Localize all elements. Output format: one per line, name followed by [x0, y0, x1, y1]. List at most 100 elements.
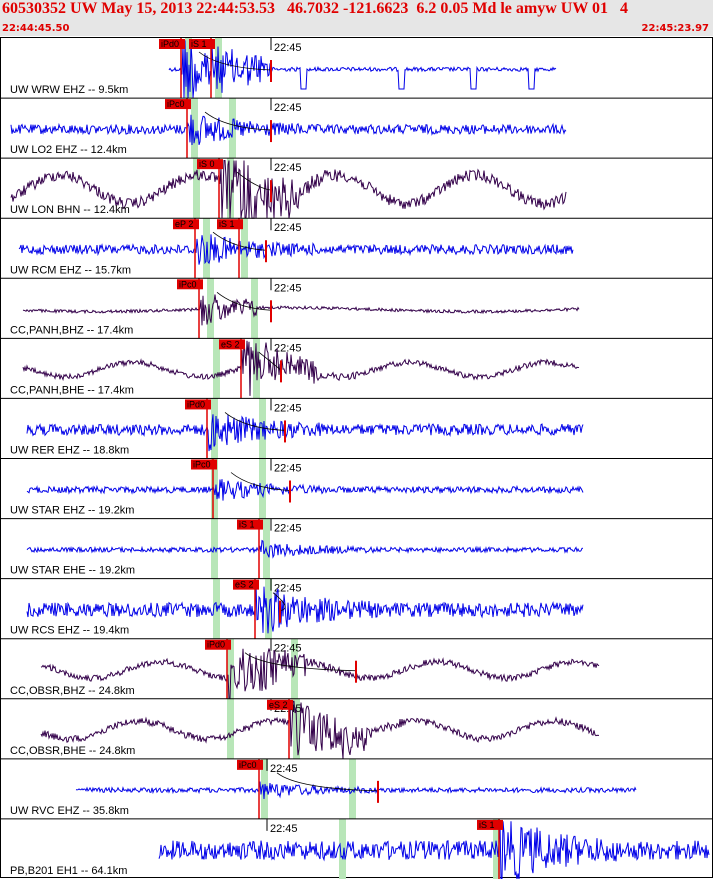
waveform-trace	[168, 40, 557, 99]
station-label: UW LO2 EHZ -- 12.4km	[10, 144, 127, 156]
phase-pick-label: iPd0	[207, 640, 225, 650]
travel-time-curve	[276, 772, 379, 792]
station-label: CC,OBSR,BHE -- 24.8km	[10, 745, 135, 757]
window-start-time: 22:44:45.50	[2, 23, 70, 34]
phase-pick-flag	[233, 579, 259, 590]
waveform-trace	[10, 114, 567, 146]
phase-pick-flag	[173, 219, 199, 230]
waveform-trace	[18, 234, 574, 265]
phase-pick-label: iS 1	[219, 219, 235, 229]
analysis-window-marker	[211, 458, 218, 519]
seismogram-traces: 22:45 iPd0 iS 1 UW WRW EHZ -- 9.5km 22:45 iPc…	[1, 38, 713, 879]
waveform-trace	[26, 539, 584, 559]
station-label: UW RER EHZ -- 18.8km	[10, 445, 129, 457]
station-label: CC,PANH,BHE -- 17.4km	[10, 384, 134, 396]
event-title: 60530352 UW May 15, 2013 22:44:53.53 46.…	[2, 0, 629, 17]
travel-time-curve	[244, 652, 357, 672]
phase-pick-flag	[191, 459, 217, 470]
phase-pick-label: iPd0	[187, 399, 205, 409]
phase-pick-label: iS 1	[191, 39, 207, 49]
waveform-trace	[10, 160, 567, 219]
time-tick-label: 22:45	[274, 523, 302, 535]
event-header: 60530352 UW May 15, 2013 22:44:53.53 46.…	[0, 0, 713, 36]
phase-pick-label: iPc0	[239, 760, 257, 770]
analysis-window-marker	[207, 278, 214, 339]
time-tick-label: 22:45	[274, 222, 302, 234]
analysis-window-marker	[349, 758, 356, 819]
travel-time-curve	[204, 111, 272, 131]
travel-time-curve	[224, 412, 286, 431]
phase-pick-flag	[165, 99, 191, 110]
analysis-window-marker	[211, 398, 218, 459]
phase-pick-label: iS 0	[199, 159, 215, 169]
station-label: UW STAR EHE -- 19.2km	[10, 565, 135, 577]
analysis-window-marker	[227, 698, 234, 759]
analysis-window-marker	[493, 818, 500, 879]
phase-pick-flag	[189, 39, 215, 49]
phase-pick-flag	[237, 759, 263, 770]
waveform-trace	[40, 700, 599, 759]
analysis-window-marker	[227, 158, 234, 219]
time-tick-label: 22:45	[274, 402, 302, 414]
station-label: UW RCM EHZ -- 15.7km	[10, 264, 131, 276]
phase-pick-label: iS 1	[479, 820, 495, 830]
phase-pick-flag	[185, 399, 211, 410]
travel-time-curve	[216, 291, 272, 311]
waveform-trace	[26, 414, 584, 452]
station-label: UW STAR EHZ -- 19.2km	[10, 505, 134, 517]
travel-time-curve	[230, 472, 291, 491]
station-label: UW LON BHN -- 12.4km	[10, 204, 130, 216]
time-tick-label: 22:45	[274, 583, 302, 595]
time-tick-label: 22:45	[274, 162, 302, 174]
phase-pick-flag	[197, 159, 223, 170]
analysis-window-marker	[191, 98, 198, 159]
travel-time-curve	[236, 171, 272, 191]
analysis-window-marker	[193, 158, 200, 219]
phase-pick-flag	[477, 819, 503, 830]
waveform-trace	[26, 479, 584, 501]
analysis-window-marker	[265, 578, 272, 639]
waveform-trace	[158, 821, 710, 879]
window-end-time: 22:45:23.97	[641, 23, 709, 34]
time-tick-label: 22:45	[274, 102, 302, 114]
phase-pick-flag	[177, 279, 203, 290]
time-tick-label: 22:45	[270, 763, 298, 775]
phase-pick-flag	[219, 339, 245, 350]
phase-pick-flag	[237, 519, 263, 530]
travel-time-curve	[212, 231, 267, 251]
phase-pick-label: eS 2	[235, 580, 254, 590]
phase-pick-flag	[217, 219, 243, 230]
time-tick-label: 22:45	[274, 643, 302, 655]
time-tick-label: 22:45	[274, 282, 302, 294]
phase-pick-flag	[159, 39, 185, 49]
phase-pick-label: eS 2	[221, 339, 240, 349]
analysis-window-marker	[213, 338, 220, 399]
phase-pick-label: iS 1	[239, 520, 255, 530]
time-tick-label: 22:45	[274, 42, 302, 54]
phase-pick-flag	[267, 699, 293, 710]
station-label: UW WRW EHZ -- 9.5km	[10, 84, 128, 96]
station-label: UW RCS EHZ -- 19.4km	[10, 625, 129, 637]
phase-pick-label: iPd0	[161, 39, 179, 49]
seismogram-panel: 22:45 iPd0 iS 1 UW WRW EHZ -- 9.5km 22:45 iPc…	[0, 37, 713, 879]
station-label: PB,B201 EH1 -- 64.1km	[10, 865, 127, 877]
phase-pick-label: eP 2	[175, 219, 193, 229]
travel-time-curve	[272, 592, 286, 612]
station-label: CC,OBSR,BHZ -- 24.8km	[10, 685, 135, 697]
phase-pick-label: eS 2	[269, 700, 288, 710]
station-label: CC,PANH,BHZ -- 17.4km	[10, 324, 133, 336]
waveform-trace	[22, 340, 580, 396]
waveform-trace	[22, 294, 580, 326]
time-tick-label: 22:45	[274, 463, 302, 475]
phase-pick-flag	[205, 639, 231, 650]
analysis-window-marker	[339, 818, 346, 879]
waveform-trace	[40, 648, 600, 700]
travel-time-curve	[198, 51, 272, 71]
analysis-window-marker	[259, 458, 266, 519]
phase-pick-label: iPc0	[193, 460, 211, 470]
phase-pick-label: iPc0	[179, 279, 197, 289]
time-tick-label: 22:45	[270, 823, 298, 835]
time-tick-label: 22:45	[274, 342, 302, 354]
waveform-trace	[26, 582, 584, 634]
station-label: UW RVC EHZ -- 35.8km	[10, 805, 129, 817]
